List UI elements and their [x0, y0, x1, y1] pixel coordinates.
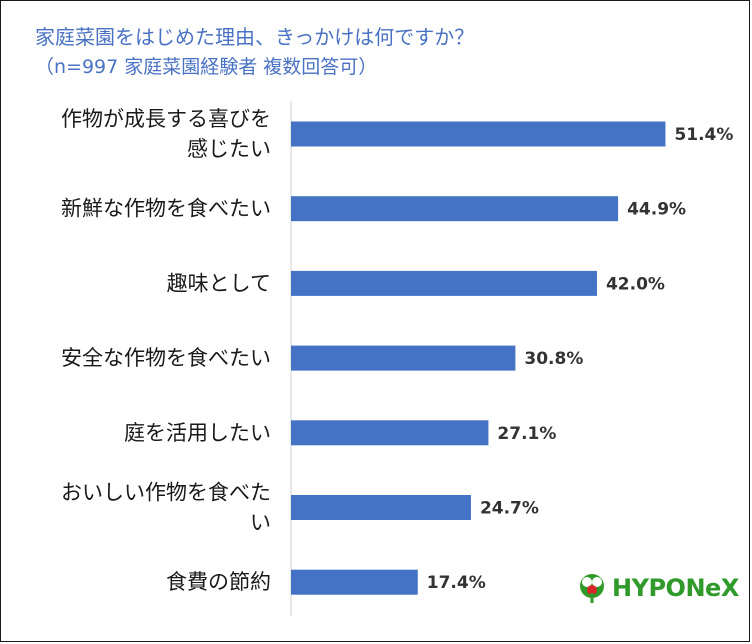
value-label: 27.1%	[497, 424, 556, 444]
logo-text: HYPONeX	[612, 574, 739, 602]
value-label: 17.4%	[427, 573, 486, 593]
bar	[291, 569, 418, 595]
value-label: 30.8%	[524, 349, 583, 369]
brand-logo: HYPONeX	[575, 571, 739, 605]
value-label: 51.4%	[674, 125, 733, 145]
category-label: 食費の節約	[166, 570, 271, 594]
bar	[291, 196, 619, 222]
bar	[291, 420, 489, 446]
value-label: 44.9%	[627, 200, 686, 220]
value-label: 24.7%	[480, 499, 539, 519]
bar	[291, 121, 666, 147]
bar	[291, 495, 471, 520]
value-label: 42.0%	[606, 274, 665, 294]
category-label: おいしい作物を食べた	[61, 481, 271, 505]
category-label: 安全な作物を食べたい	[61, 346, 271, 370]
category-label: 感じたい	[187, 137, 271, 161]
plant-logo-icon	[580, 574, 604, 603]
chart-subtitle: （n=997 家庭菜園経験者 複数回答可）	[35, 56, 378, 78]
category-label: 新鮮な作物を食べたい	[61, 197, 271, 221]
bar	[291, 345, 516, 371]
bar	[291, 270, 597, 296]
category-label: い	[250, 511, 271, 535]
category-label: 庭を活用したい	[124, 421, 271, 445]
chart-title: 家庭菜園をはじめた理由、きっかけは何ですか？	[35, 25, 475, 49]
category-label: 趣味として	[167, 271, 271, 295]
category-label: 作物が成長する喜びを	[61, 107, 271, 131]
